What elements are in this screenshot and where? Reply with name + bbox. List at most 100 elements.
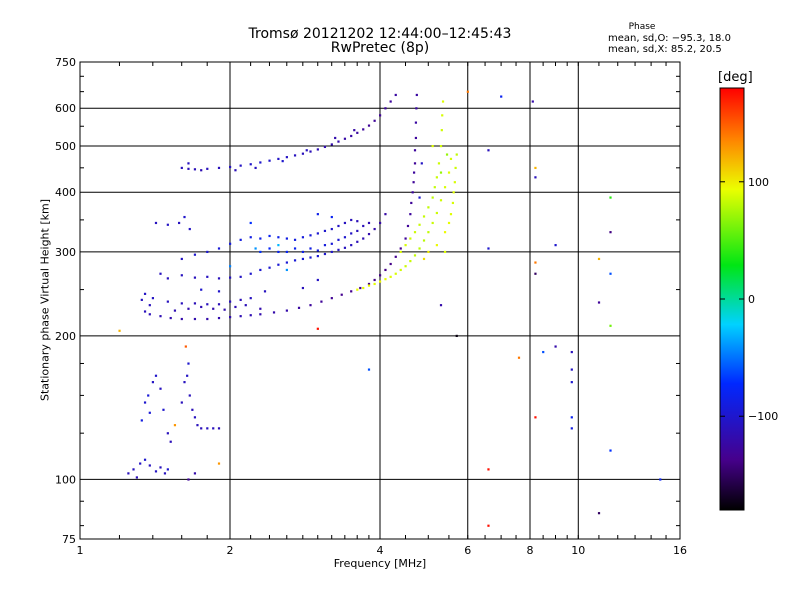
data-point	[259, 161, 262, 164]
data-point	[404, 265, 407, 268]
x-tick-label: 6	[464, 544, 471, 557]
data-point	[151, 381, 155, 384]
colorbar-unit-label: [deg]	[718, 70, 753, 85]
data-point	[217, 166, 221, 170]
data-point	[249, 221, 252, 225]
data-point	[151, 297, 155, 300]
data-points	[118, 90, 662, 527]
data-point	[447, 171, 451, 174]
data-point	[451, 201, 455, 205]
data-point	[217, 290, 221, 293]
data-point	[359, 286, 362, 290]
data-point	[570, 368, 573, 371]
data-point	[440, 129, 443, 132]
data-point	[379, 280, 382, 283]
data-point	[272, 311, 276, 314]
data-point	[316, 213, 319, 216]
grid-lines	[79, 61, 681, 540]
data-point	[139, 462, 142, 465]
data-point	[554, 345, 557, 348]
y-tick-label: 200	[55, 330, 76, 343]
data-point	[268, 247, 271, 250]
data-point	[373, 282, 376, 286]
data-point	[439, 144, 443, 148]
data-point	[350, 244, 353, 247]
data-point	[187, 167, 190, 170]
data-point	[439, 304, 443, 307]
data-point	[200, 288, 203, 291]
data-point	[188, 227, 191, 231]
data-point	[177, 221, 181, 225]
data-point	[373, 119, 376, 122]
data-point	[277, 244, 280, 247]
data-point	[229, 300, 232, 303]
data-point	[350, 134, 353, 138]
data-point	[206, 317, 209, 321]
data-point	[135, 476, 138, 479]
data-point	[409, 237, 412, 240]
data-point	[285, 261, 288, 264]
data-point	[356, 220, 359, 223]
data-point	[418, 247, 421, 250]
data-point	[570, 416, 573, 419]
phase-stats-o-mode: mean, sd,O: −95.3, 18.0	[608, 33, 731, 44]
data-point	[404, 237, 407, 240]
y-tick-label: 400	[55, 186, 76, 199]
data-point	[309, 234, 312, 237]
phase-colorbar: 100 0 −100	[719, 87, 778, 511]
data-point	[362, 128, 365, 131]
data-point	[229, 165, 232, 169]
data-point	[309, 247, 312, 250]
data-point	[330, 227, 333, 231]
data-point	[452, 191, 455, 194]
data-point	[427, 250, 430, 254]
data-point	[415, 93, 418, 97]
data-point	[399, 250, 402, 254]
data-point	[441, 114, 444, 117]
data-point	[293, 247, 297, 250]
data-point	[500, 95, 503, 98]
data-point	[285, 237, 288, 240]
data-point	[435, 176, 438, 179]
data-point	[277, 157, 280, 161]
data-point	[394, 272, 397, 275]
data-point	[173, 424, 177, 427]
data-point	[277, 263, 280, 266]
data-point	[350, 232, 353, 235]
data-point	[301, 286, 305, 290]
data-point	[384, 278, 387, 281]
data-point	[356, 240, 359, 243]
data-point	[362, 224, 365, 228]
data-point	[249, 314, 252, 317]
data-point	[340, 293, 343, 296]
data-point	[196, 424, 199, 427]
data-point	[249, 163, 252, 166]
data-point	[234, 169, 237, 172]
data-point	[320, 300, 323, 303]
data-point	[148, 464, 151, 467]
data-point	[487, 247, 490, 250]
data-point	[309, 256, 312, 259]
data-point	[427, 231, 430, 234]
data-point	[154, 470, 158, 473]
data-point	[443, 231, 447, 234]
data-point	[148, 313, 151, 316]
data-point	[487, 524, 490, 527]
data-point	[422, 239, 426, 242]
data-point	[249, 297, 252, 300]
data-point	[350, 218, 353, 222]
data-point	[337, 224, 340, 228]
data-point	[609, 324, 612, 327]
data-point	[154, 221, 158, 225]
data-point	[163, 472, 167, 475]
data-point	[193, 168, 197, 171]
data-point	[350, 290, 353, 293]
data-point	[384, 107, 387, 110]
data-point	[570, 350, 573, 354]
data-point	[420, 162, 423, 165]
data-point	[187, 307, 190, 310]
data-point	[323, 244, 327, 247]
data-point	[323, 252, 327, 256]
data-point	[254, 166, 257, 170]
data-point	[293, 154, 297, 157]
